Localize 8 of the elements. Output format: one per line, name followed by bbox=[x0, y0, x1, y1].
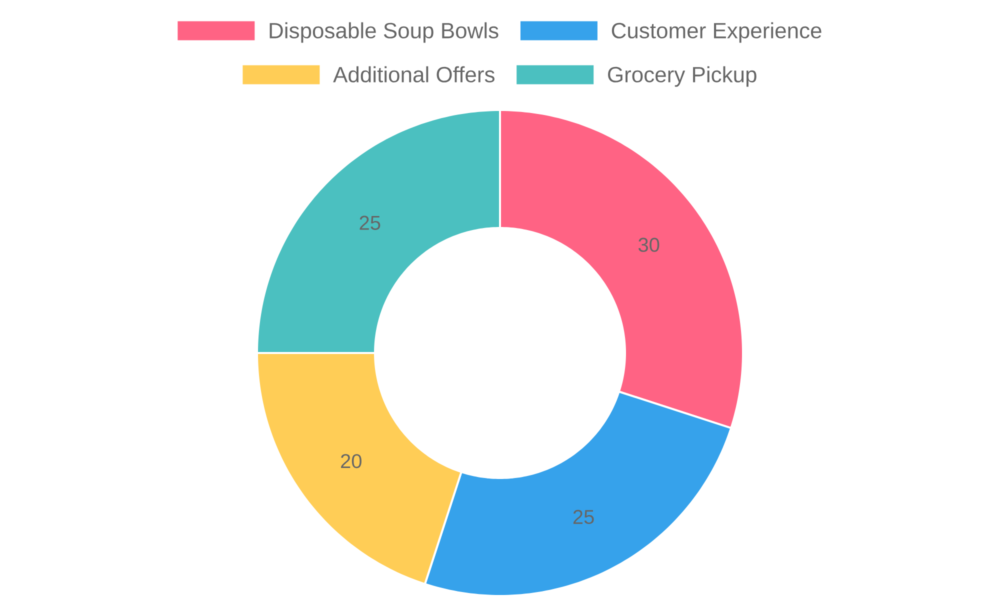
legend-label: Additional Offers bbox=[333, 66, 494, 82]
legend-label: Grocery Pickup bbox=[608, 66, 756, 87]
data-label: 20 bbox=[341, 454, 362, 468]
legend-label: Customer Experience bbox=[612, 22, 822, 43]
data-label: 25 bbox=[573, 510, 594, 524]
data-label: 25 bbox=[360, 216, 380, 230]
data-label: 30 bbox=[638, 238, 660, 252]
legend-label: Disposable Soup Bowls bbox=[270, 22, 498, 43]
